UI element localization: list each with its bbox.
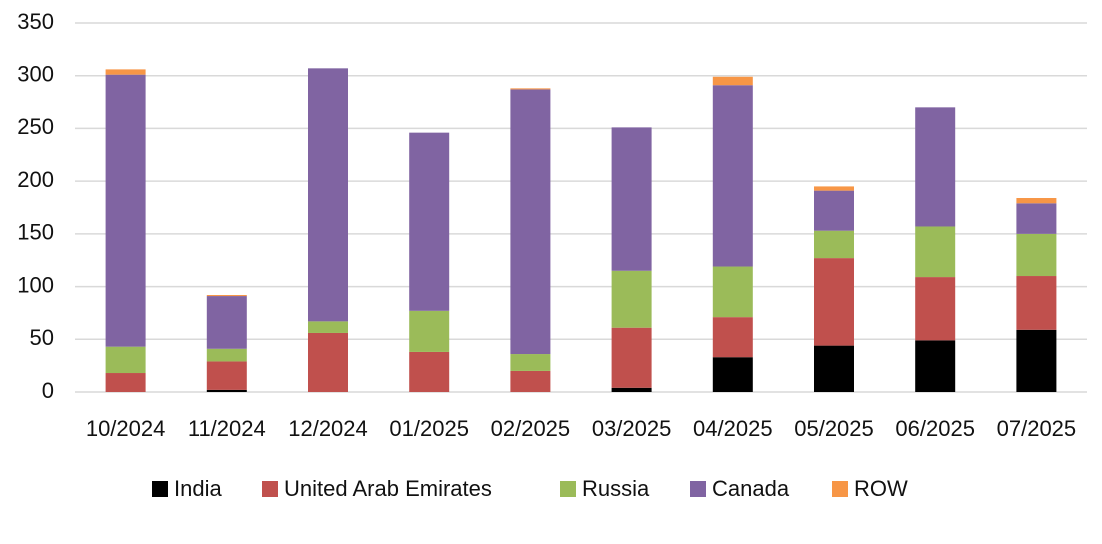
bar-segment — [105, 373, 146, 392]
legend-swatch — [560, 481, 576, 497]
bar-segment — [712, 317, 753, 358]
x-tick-label: 06/2025 — [895, 416, 975, 441]
legend-label: Russia — [582, 476, 650, 501]
bar-segment — [206, 295, 247, 297]
legend-swatch — [262, 481, 278, 497]
x-tick-label: 12/2024 — [288, 416, 368, 441]
legend-label: ROW — [854, 476, 908, 501]
legend-label: United Arab Emirates — [284, 476, 492, 501]
x-tick-label: 07/2025 — [997, 416, 1077, 441]
bar-segment — [409, 132, 450, 311]
legend-label: India — [174, 476, 222, 501]
bar-segment — [915, 107, 956, 227]
bar-segment — [915, 277, 956, 341]
bar-segment — [611, 387, 652, 392]
legend-swatch — [690, 481, 706, 497]
x-tick-label: 03/2025 — [592, 416, 672, 441]
bar-segment — [814, 345, 854, 392]
y-tick-label: 250 — [17, 114, 54, 139]
bar-segment — [206, 348, 247, 362]
bar-segment — [712, 266, 753, 318]
bar-segment — [1016, 329, 1057, 392]
bar-segment — [1016, 233, 1057, 277]
y-tick-label: 350 — [17, 9, 54, 34]
bar-segment — [814, 186, 854, 191]
bar-segment — [105, 346, 146, 374]
bar-segment — [712, 76, 753, 86]
x-tick-label: 02/2025 — [491, 416, 571, 441]
x-tick-label: 11/2024 — [188, 416, 266, 441]
bar-segment — [814, 190, 854, 231]
y-tick-label: 100 — [17, 272, 54, 297]
x-tick-label: 10/2024 — [86, 416, 166, 441]
bar-segment — [611, 270, 652, 328]
x-tick-label: 05/2025 — [794, 416, 874, 441]
bar-segment — [409, 310, 450, 352]
bar-segment — [915, 340, 956, 392]
bar-segment — [308, 68, 348, 322]
y-tick-label: 50 — [30, 325, 54, 350]
bar-segment — [206, 389, 247, 392]
y-tick-label: 300 — [17, 62, 54, 87]
bar-segment — [611, 127, 652, 271]
y-tick-label: 200 — [17, 167, 54, 192]
bar-segment — [1016, 198, 1057, 204]
bar-segment — [105, 69, 146, 75]
bar-segment — [206, 296, 247, 349]
bar-segment — [510, 354, 551, 371]
bar-segment — [814, 258, 854, 346]
bar-segment — [510, 89, 551, 355]
x-tick-label: 01/2025 — [389, 416, 469, 441]
bar-segment — [409, 351, 450, 392]
bar-segment — [611, 327, 652, 388]
bar-segment — [814, 230, 854, 259]
bar-segment — [712, 85, 753, 267]
bar-segment — [915, 226, 956, 278]
bar-segment — [206, 361, 247, 390]
legend-swatch — [832, 481, 848, 497]
legend-label: Canada — [712, 476, 790, 501]
bar-segment — [1016, 276, 1057, 330]
bar-segment — [308, 332, 348, 392]
legend-swatch — [152, 481, 168, 497]
y-tick-label: 0 — [42, 378, 54, 403]
bar-segment — [510, 370, 551, 392]
x-tick-label: 04/2025 — [693, 416, 773, 441]
bar-segment — [1016, 203, 1057, 234]
bar-segment — [105, 74, 146, 347]
y-tick-label: 150 — [17, 220, 54, 245]
bar-segment — [510, 88, 551, 90]
bar-segment — [308, 321, 348, 333]
bar-segment — [712, 357, 753, 392]
